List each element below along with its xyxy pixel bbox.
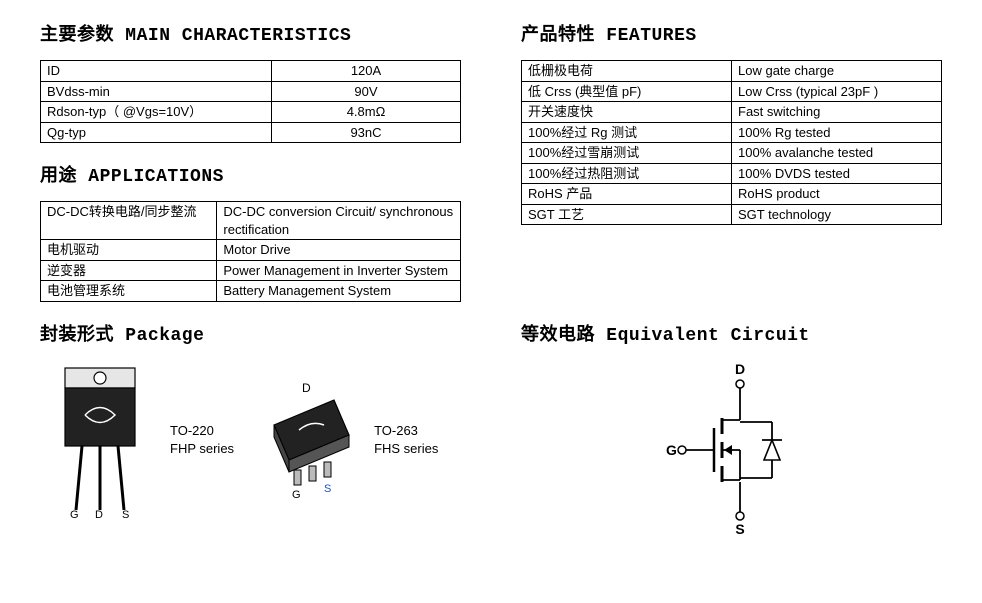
table-row: Rdson-typ（ @Vgs=10V）4.8mΩ: [41, 102, 461, 123]
to263-name: TO-263: [374, 422, 438, 440]
feat-cn-cell: RoHS 产品: [522, 184, 732, 205]
circuit-d-label: D: [734, 361, 744, 377]
table-row: 低 Crss (典型值 pF)Low Crss (typical 23pF ): [522, 81, 942, 102]
pin-g-label: G: [292, 489, 301, 500]
heading-equivalent-circuit: 等效电路 Equivalent Circuit: [521, 320, 942, 346]
pin-s-label: S: [324, 483, 331, 495]
to220-series: FHP series: [170, 440, 234, 458]
pin-d-label: D: [95, 509, 103, 520]
heading-package: 封装形式 Package: [40, 320, 461, 346]
to263-series: FHS series: [374, 440, 438, 458]
table-row: 电池管理系统Battery Management System: [41, 281, 461, 302]
heading-features: 产品特性 FEATURES: [521, 20, 942, 46]
table-row: DC-DC转换电路/同步整流DC-DC conversion Circuit/ …: [41, 202, 461, 240]
param-cell: ID: [41, 61, 272, 82]
app-en-cell: Motor Drive: [217, 240, 461, 261]
feat-en-cell: Low Crss (typical 23pF ): [732, 81, 942, 102]
value-cell: 93nC: [272, 122, 461, 143]
applications-table: DC-DC转换电路/同步整流DC-DC conversion Circuit/ …: [40, 201, 461, 302]
app-en-cell: Battery Management System: [217, 281, 461, 302]
mosfet-circuit-icon: D S G: [632, 360, 832, 540]
feat-cn-cell: 100%经过雪崩测试: [522, 143, 732, 164]
feat-cn-cell: 开关速度快: [522, 102, 732, 123]
app-cn-cell: 逆变器: [41, 260, 217, 281]
to263-icon: D G S: [254, 380, 364, 500]
table-row: 100%经过 Rg 测试100% Rg tested: [522, 122, 942, 143]
feat-cn-cell: 100%经过 Rg 测试: [522, 122, 732, 143]
table-row: 电机驱动Motor Drive: [41, 240, 461, 261]
table-row: 100%经过雪崩测试100% avalanche tested: [522, 143, 942, 164]
main-characteristics-table: ID120A BVdss-min90V Rdson-typ（ @Vgs=10V）…: [40, 60, 461, 143]
table-row: 低栅极电荷Low gate charge: [522, 61, 942, 82]
feat-en-cell: 100% DVDS tested: [732, 163, 942, 184]
heading-main-characteristics: 主要参数 MAIN CHARACTERISTICS: [40, 20, 461, 46]
table-row: 开关速度快Fast switching: [522, 102, 942, 123]
app-cn-cell: 电池管理系统: [41, 281, 217, 302]
table-row: SGT 工艺SGT technology: [522, 204, 942, 225]
table-row: 逆变器Power Management in Inverter System: [41, 260, 461, 281]
table-row: RoHS 产品RoHS product: [522, 184, 942, 205]
value-cell: 120A: [272, 61, 461, 82]
feat-en-cell: 100% Rg tested: [732, 122, 942, 143]
app-cn-cell: 电机驱动: [41, 240, 217, 261]
pin-d-label: D: [302, 381, 311, 395]
circuit-s-label: S: [735, 521, 744, 537]
table-row: ID120A: [41, 61, 461, 82]
to220-icon: G D S: [40, 360, 160, 520]
value-cell: 4.8mΩ: [272, 102, 461, 123]
table-row: BVdss-min90V: [41, 81, 461, 102]
feat-cn-cell: 低 Crss (典型值 pF): [522, 81, 732, 102]
circuit-g-label: G: [666, 442, 677, 458]
heading-applications: 用途 APPLICATIONS: [40, 161, 461, 187]
app-en-cell: Power Management in Inverter System: [217, 260, 461, 281]
features-table: 低栅极电荷Low gate charge 低 Crss (典型值 pF)Low …: [521, 60, 942, 225]
pin-s-label: S: [122, 509, 129, 520]
to220-name: TO-220: [170, 422, 234, 440]
param-cell: Qg-typ: [41, 122, 272, 143]
table-row: Qg-typ93nC: [41, 122, 461, 143]
feat-cn-cell: 低栅极电荷: [522, 61, 732, 82]
app-en-cell: DC-DC conversion Circuit/ synchronous re…: [217, 202, 461, 240]
feat-en-cell: Low gate charge: [732, 61, 942, 82]
package-to263: D G S TO-263 FHS series: [254, 380, 438, 500]
pin-g-label: G: [70, 509, 79, 520]
feat-en-cell: SGT technology: [732, 204, 942, 225]
table-row: 100%经过热阻测试100% DVDS tested: [522, 163, 942, 184]
feat-en-cell: RoHS product: [732, 184, 942, 205]
app-cn-cell: DC-DC转换电路/同步整流: [41, 202, 217, 240]
feat-cn-cell: SGT 工艺: [522, 204, 732, 225]
param-cell: BVdss-min: [41, 81, 272, 102]
feat-en-cell: 100% avalanche tested: [732, 143, 942, 164]
param-cell: Rdson-typ（ @Vgs=10V）: [41, 102, 272, 123]
package-to220: G D S TO-220 FHP series: [40, 360, 234, 520]
feat-cn-cell: 100%经过热阻测试: [522, 163, 732, 184]
value-cell: 90V: [272, 81, 461, 102]
feat-en-cell: Fast switching: [732, 102, 942, 123]
